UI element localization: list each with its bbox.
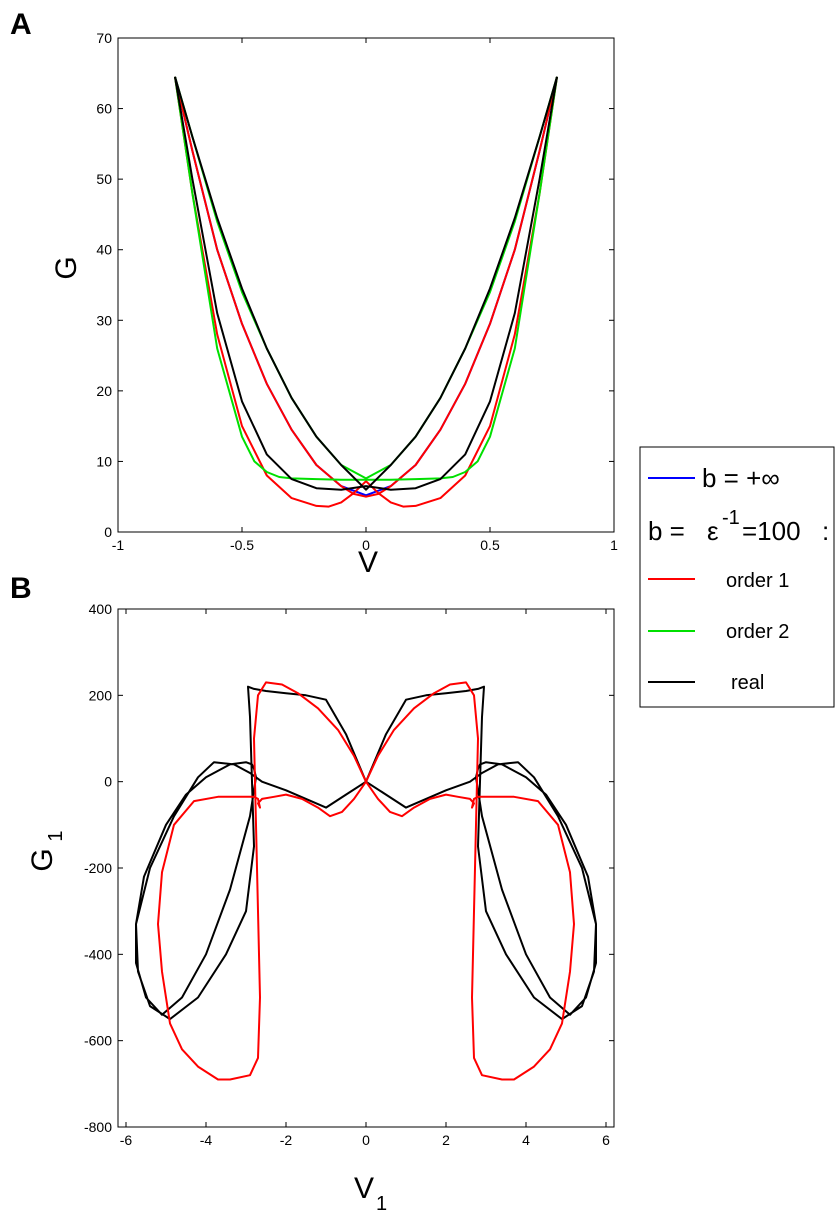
- panel-a-ylabel: G: [50, 256, 83, 279]
- panel-a-series-b--0: [174, 76, 558, 497]
- panel-b-frame: [117, 608, 615, 1128]
- panel-b-xtick-label: 6: [602, 1132, 610, 1148]
- legend-beps-value: =100: [742, 516, 801, 546]
- panel-a-xtick-label: 1: [610, 537, 618, 553]
- legend-beps-epsilon: ε: [707, 516, 719, 546]
- panel-a-ytick-label: 10: [96, 453, 112, 469]
- panel-b-series-real-1: [135, 685, 367, 1021]
- panel-a-ytick-label: 0: [104, 524, 112, 540]
- panel-a-frame: [117, 37, 615, 533]
- legend-order1-label: order 1: [726, 570, 789, 592]
- legend-box: [639, 446, 835, 708]
- panel-b-series: [135, 681, 597, 1081]
- panel-a-label: A: [10, 8, 32, 41]
- panel-a-xlabel: V: [358, 546, 378, 579]
- legend-real-label: real: [731, 672, 764, 694]
- panel-b-ylabel: G: [26, 848, 59, 871]
- panel-b-series-order-1-2: [365, 681, 575, 1081]
- panel-b-ytick-label: 200: [89, 687, 113, 703]
- panel-a-ytick-label: 70: [96, 30, 112, 46]
- panel-a-ytick-label: 30: [96, 312, 112, 328]
- panel-a-series: [174, 76, 558, 508]
- panel-a-series-real-5: [174, 76, 558, 491]
- panel-b-xlabel: V: [354, 1172, 374, 1205]
- panel-b-ytick-label: -800: [84, 1119, 112, 1135]
- panel-b-series-real-0: [365, 685, 597, 1021]
- panel-b-xtick-label: -4: [200, 1132, 213, 1148]
- panel-a-xtick-label: -1: [112, 537, 125, 553]
- panel-b-label: B: [10, 572, 32, 605]
- panel-b-ytick-label: -200: [84, 860, 112, 876]
- panel-b-ytick-label: -400: [84, 946, 112, 962]
- panel-a-xtick-label: 0.5: [480, 537, 500, 553]
- panel-b-ticks: -6 -4 -2 0 2 4 6 -800 -600 -400 -200 0 200 400: [84, 601, 614, 1148]
- panel-b-xlabel-sub: 1: [376, 1193, 387, 1215]
- panel-a-xtick-label: 0: [362, 537, 370, 553]
- legend-order2-label: order 2: [726, 621, 789, 643]
- panel-b-ytick-label: 0: [104, 774, 112, 790]
- panel-b-xtick-label: -2: [280, 1132, 293, 1148]
- panel-b-series-order-1-3: [157, 681, 367, 1081]
- panel-b-xtick-label: 2: [442, 1132, 450, 1148]
- panel-a-ytick-label: 20: [96, 383, 112, 399]
- panel-a-series-order-2-4: [174, 76, 558, 480]
- legend-binf-label: b = +∞: [702, 463, 780, 493]
- panel-a-ytick-label: 40: [96, 242, 112, 258]
- panel-a-series-real-6: [174, 76, 558, 491]
- panel-b-ytick-label: 400: [89, 601, 113, 617]
- panel-b-xtick-label: -6: [120, 1132, 133, 1148]
- panel-a-ytick-label: 60: [96, 101, 112, 117]
- legend: b = +∞ b = ε -1 =100 : order 1 order 2 r…: [639, 446, 835, 708]
- panel-b-ytick-label: -600: [84, 1033, 112, 1049]
- legend-beps-exponent: -1: [722, 507, 740, 529]
- legend-beps-colon: :: [822, 516, 829, 546]
- panel-a-xtick-label: -0.5: [230, 537, 254, 553]
- panel-a-series-order-1-1: [174, 76, 558, 508]
- panel-b-xtick-label: 4: [522, 1132, 530, 1148]
- panel-a-series-order-2-3: [174, 76, 558, 481]
- panel-a-ytick-label: 50: [96, 171, 112, 187]
- panel-b-xtick-label: 0: [362, 1132, 370, 1148]
- panel-b-ylabel-sub: 1: [45, 830, 67, 841]
- panel-a-series-order-1-2: [174, 76, 558, 498]
- legend-beps-prefix: b =: [648, 516, 685, 546]
